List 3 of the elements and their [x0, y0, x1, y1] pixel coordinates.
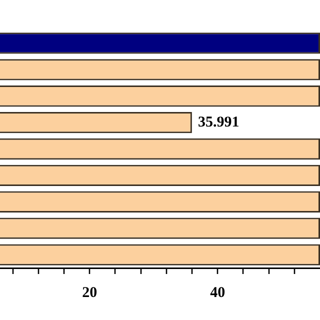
x-tick-label: 20	[82, 284, 98, 301]
x-tick-label: 40	[210, 284, 226, 301]
data-label: 35.991	[198, 114, 240, 130]
